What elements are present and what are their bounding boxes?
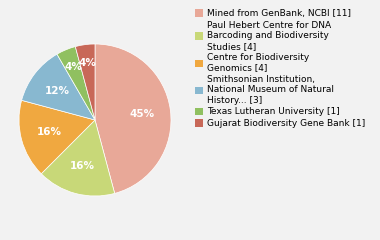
Legend: Mined from GenBank, NCBI [11], Paul Hebert Centre for DNA
Barcoding and Biodiver: Mined from GenBank, NCBI [11], Paul Hebe… bbox=[195, 9, 366, 128]
Text: 16%: 16% bbox=[37, 127, 62, 137]
Wedge shape bbox=[22, 54, 95, 120]
Text: 45%: 45% bbox=[129, 109, 154, 119]
Text: 4%: 4% bbox=[64, 62, 82, 72]
Wedge shape bbox=[95, 44, 171, 193]
Text: 4%: 4% bbox=[79, 59, 97, 68]
Text: 12%: 12% bbox=[45, 86, 70, 96]
Text: 16%: 16% bbox=[70, 161, 95, 170]
Wedge shape bbox=[19, 100, 95, 174]
Wedge shape bbox=[57, 47, 95, 120]
Wedge shape bbox=[75, 44, 95, 120]
Wedge shape bbox=[41, 120, 115, 196]
